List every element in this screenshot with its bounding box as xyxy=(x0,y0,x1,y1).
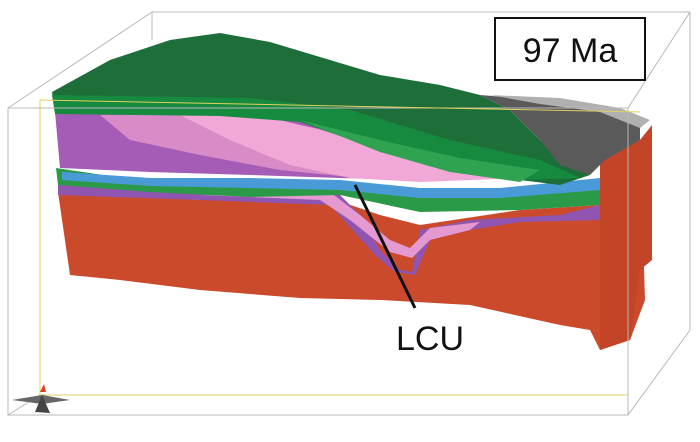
orientation-indicator xyxy=(12,384,70,413)
bounding-box-back xyxy=(7,11,691,330)
layer-green-light xyxy=(300,120,540,182)
layer-grey xyxy=(480,95,640,175)
layer-pink-lower xyxy=(200,192,480,258)
layer-red xyxy=(58,140,645,350)
side-panels xyxy=(600,125,652,350)
annotation-leader xyxy=(353,184,417,309)
layer-blue xyxy=(62,172,600,198)
bounding-box-front xyxy=(7,99,691,416)
age-label: 97 Ma xyxy=(523,32,618,70)
layer-green-band xyxy=(56,168,600,212)
age-label-box xyxy=(494,17,646,81)
annotation-label: LCU xyxy=(396,320,464,358)
